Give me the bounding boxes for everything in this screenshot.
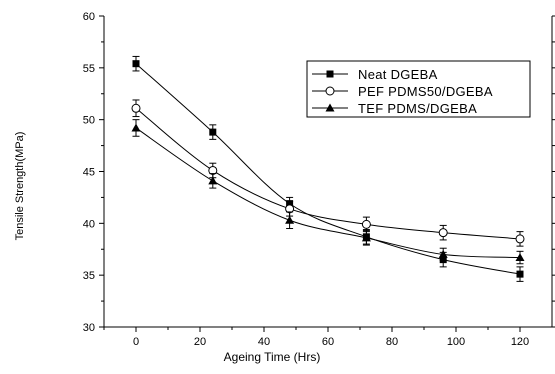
data-point xyxy=(361,233,371,242)
data-point xyxy=(515,253,525,262)
x-tick-label: 0 xyxy=(133,336,139,348)
x-tick-label: 40 xyxy=(258,336,270,348)
legend-item: PEF PDMS50/DGEBA xyxy=(312,84,493,99)
legend-item: TEF PDMS/DGEBA xyxy=(312,101,477,116)
y-tick-label: 60 xyxy=(83,11,95,23)
y-tick-label: 30 xyxy=(83,322,95,334)
x-tick-label: 60 xyxy=(322,336,334,348)
legend: Neat DGEBA PEF PDMS50/DGEBA TEF PDMS/DGEBA xyxy=(306,60,531,118)
data-point xyxy=(515,234,525,244)
y-axis-title: Tensile Strength(MPa) xyxy=(14,132,26,241)
y-tick-label: 50 xyxy=(83,115,95,127)
data-point xyxy=(131,123,141,132)
x-tick-label: 80 xyxy=(386,336,398,348)
legend-marker xyxy=(326,70,334,78)
y-tick-label: 55 xyxy=(83,63,95,75)
x-tick-label: 100 xyxy=(447,336,465,348)
series-line xyxy=(135,127,521,259)
data-point xyxy=(361,219,371,229)
data-point xyxy=(285,215,295,224)
x-tick-label: 20 xyxy=(194,336,206,348)
x-tick-label: 120 xyxy=(511,336,529,348)
y-tick-label: 35 xyxy=(83,270,95,282)
series xyxy=(131,55,525,282)
legend-marker xyxy=(325,103,335,112)
data-point xyxy=(438,249,448,258)
legend-label: PEF PDMS50/DGEBA xyxy=(358,84,493,99)
legend-marker xyxy=(325,86,335,96)
legend-label: TEF PDMS/DGEBA xyxy=(358,101,477,116)
ticks: 30 35 40 45 50 55 60 0 20 40 60 80 100 120 xyxy=(83,11,555,348)
data-point xyxy=(131,103,141,113)
series-line xyxy=(135,107,521,240)
data-point xyxy=(208,176,218,185)
series-2 xyxy=(131,99,525,247)
y-tick-label: 45 xyxy=(83,167,95,179)
series-3 xyxy=(131,119,525,265)
data-point xyxy=(516,270,524,278)
y-tick-label: 40 xyxy=(83,218,95,230)
data-point xyxy=(438,228,448,238)
legend-label: Neat DGEBA xyxy=(358,67,438,82)
data-point xyxy=(132,60,140,68)
legend-item: Neat DGEBA xyxy=(312,67,438,82)
x-axis-title: Ageing Time (Hrs) xyxy=(224,350,321,364)
data-point xyxy=(209,128,217,136)
